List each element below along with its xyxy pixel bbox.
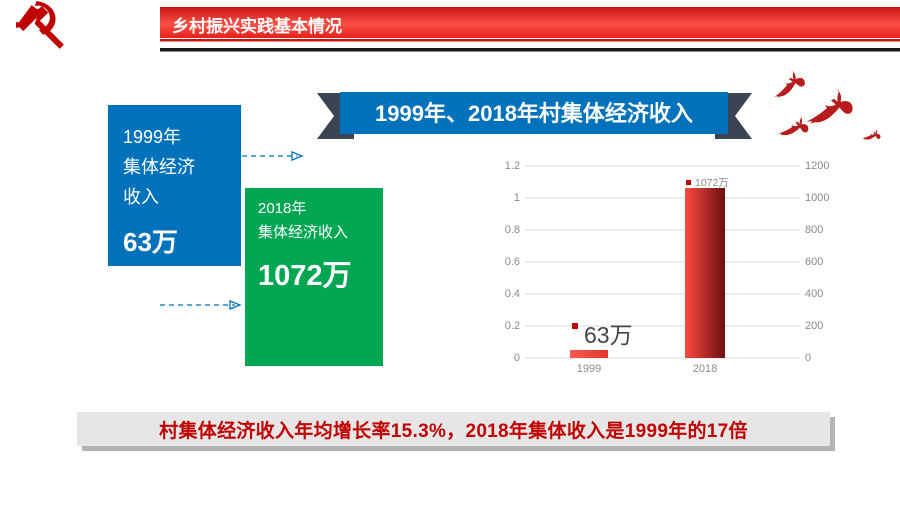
svg-text:0.8: 0.8 xyxy=(505,224,520,236)
svg-text:2018: 2018 xyxy=(693,363,717,375)
svg-text:400: 400 xyxy=(805,288,823,300)
svg-text:1000: 1000 xyxy=(805,192,829,204)
svg-text:1999年、2018年村集体经济收入: 1999年、2018年村集体经济收入 xyxy=(375,101,693,126)
svg-text:0.2: 0.2 xyxy=(505,320,520,332)
svg-text:600: 600 xyxy=(805,256,823,268)
svg-text:0: 0 xyxy=(805,352,811,364)
svg-text:0.4: 0.4 xyxy=(505,288,520,300)
svg-text:1200: 1200 xyxy=(805,160,829,172)
svg-text:1072万: 1072万 xyxy=(695,177,729,189)
svg-text:1999: 1999 xyxy=(577,363,601,375)
svg-text:0: 0 xyxy=(514,352,520,364)
svg-text:0.6: 0.6 xyxy=(505,256,520,268)
svg-text:63万: 63万 xyxy=(584,322,633,348)
svg-text:1.2: 1.2 xyxy=(505,160,520,172)
svg-text:800: 800 xyxy=(805,224,823,236)
svg-text:1: 1 xyxy=(514,192,520,204)
svg-text:200: 200 xyxy=(805,320,823,332)
